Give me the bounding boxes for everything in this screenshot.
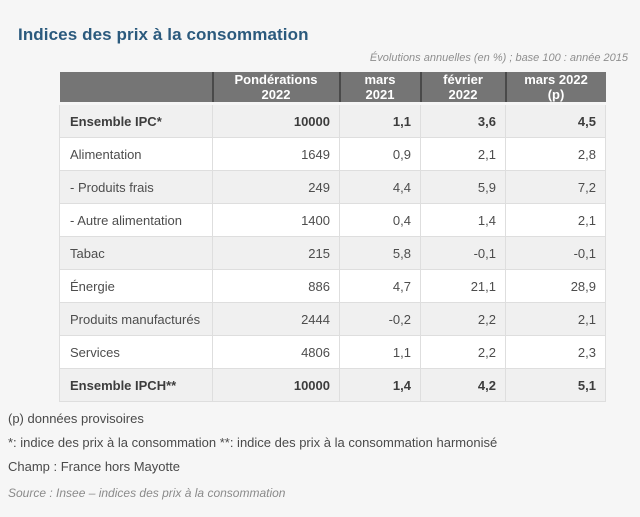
column-header: février 2022	[419, 72, 506, 105]
row-value: 2,3	[505, 335, 606, 369]
row-value: 2,8	[505, 137, 606, 171]
row-value: 2,1	[505, 302, 606, 336]
page-title: Indices des prix à la consommation	[18, 25, 309, 44]
row-value: 1,4	[339, 368, 421, 402]
row-value: 4,5	[505, 103, 606, 138]
price-index-table: Pondérations 2022 mars 2021 février 2022 ma…	[59, 72, 606, 402]
footnotes: (p) données provisoires *: indice des pr…	[8, 411, 640, 501]
table-row: - Autre alimentation 1400 0,4 1,4 2,1	[59, 203, 606, 237]
row-value: 2,2	[420, 302, 506, 336]
row-value: 10000	[212, 368, 340, 402]
table-row: Ensemble IPCH** 10000 1,4 4,2 5,1	[59, 368, 606, 402]
column-header: mars 2021	[338, 72, 421, 105]
row-value: 2,1	[420, 137, 506, 171]
table-row: Ensemble IPC* 10000 1,1 3,6 4,5	[59, 103, 606, 138]
row-value: 21,1	[420, 269, 506, 303]
row-label: Ensemble IPCH**	[59, 368, 213, 402]
table-header-row: Pondérations 2022 mars 2021 février 2022 ma…	[59, 72, 606, 105]
row-value: 1,1	[339, 103, 421, 138]
table-row: - Produits frais 249 4,4 5,9 7,2	[59, 170, 606, 204]
table-subtitle: Évolutions annuelles (en %) ; base 100 :…	[369, 52, 628, 64]
row-value: 2444	[212, 302, 340, 336]
row-value: 215	[212, 236, 340, 270]
row-value: 1,4	[420, 203, 506, 237]
row-value: 5,1	[505, 368, 606, 402]
row-value: 4,4	[339, 170, 421, 204]
row-value: 1400	[212, 203, 340, 237]
row-label: Énergie	[59, 269, 213, 303]
table-row: Produits manufacturés 2444 -0,2 2,2 2,1	[59, 302, 606, 336]
row-label: Tabac	[59, 236, 213, 270]
row-label: Produits manufacturés	[59, 302, 213, 336]
column-header	[59, 72, 213, 105]
footnote-scope: Champ : France hors Mayotte	[8, 459, 180, 474]
row-label: - Autre alimentation	[59, 203, 213, 237]
row-value: 249	[212, 170, 340, 204]
row-value: 4,2	[420, 368, 506, 402]
row-value: 0,4	[339, 203, 421, 237]
row-label: Alimentation	[59, 137, 213, 171]
row-value: 5,9	[420, 170, 506, 204]
column-header: Pondérations 2022	[211, 72, 340, 105]
row-value: 1,1	[339, 335, 421, 369]
row-label: Services	[59, 335, 213, 369]
row-value: 5,8	[339, 236, 421, 270]
table-body: Ensemble IPC* 10000 1,1 3,6 4,5 Alimentation 1…	[59, 103, 606, 402]
table-row: Alimentation 1649 0,9 2,1 2,8	[59, 137, 606, 171]
row-value: -0,1	[420, 236, 506, 270]
row-value: -0,2	[339, 302, 421, 336]
row-value: 2,1	[505, 203, 606, 237]
row-value: 4,7	[339, 269, 421, 303]
row-value: 10000	[212, 103, 340, 138]
source-line: Source : Insee – indices des prix à la c…	[8, 486, 286, 500]
row-value: 0,9	[339, 137, 421, 171]
table-row: Tabac 215 5,8 -0,1 -0,1	[59, 236, 606, 270]
row-value: 1649	[212, 137, 340, 171]
row-value: -0,1	[505, 236, 606, 270]
row-label: - Produits frais	[59, 170, 213, 204]
row-value: 7,2	[505, 170, 606, 204]
row-value: 28,9	[505, 269, 606, 303]
footnote-provisional: (p) données provisoires	[8, 411, 144, 426]
footnote-definitions: *: indice des prix à la consommation **:…	[8, 435, 498, 450]
row-value: 886	[212, 269, 340, 303]
table-row: Énergie 886 4,7 21,1 28,9	[59, 269, 606, 303]
table-row: Services 4806 1,1 2,2 2,3	[59, 335, 606, 369]
row-value: 2,2	[420, 335, 506, 369]
column-header: mars 2022 (p)	[504, 72, 606, 105]
row-value: 4806	[212, 335, 340, 369]
row-label: Ensemble IPC*	[59, 103, 213, 138]
row-value: 3,6	[420, 103, 506, 138]
